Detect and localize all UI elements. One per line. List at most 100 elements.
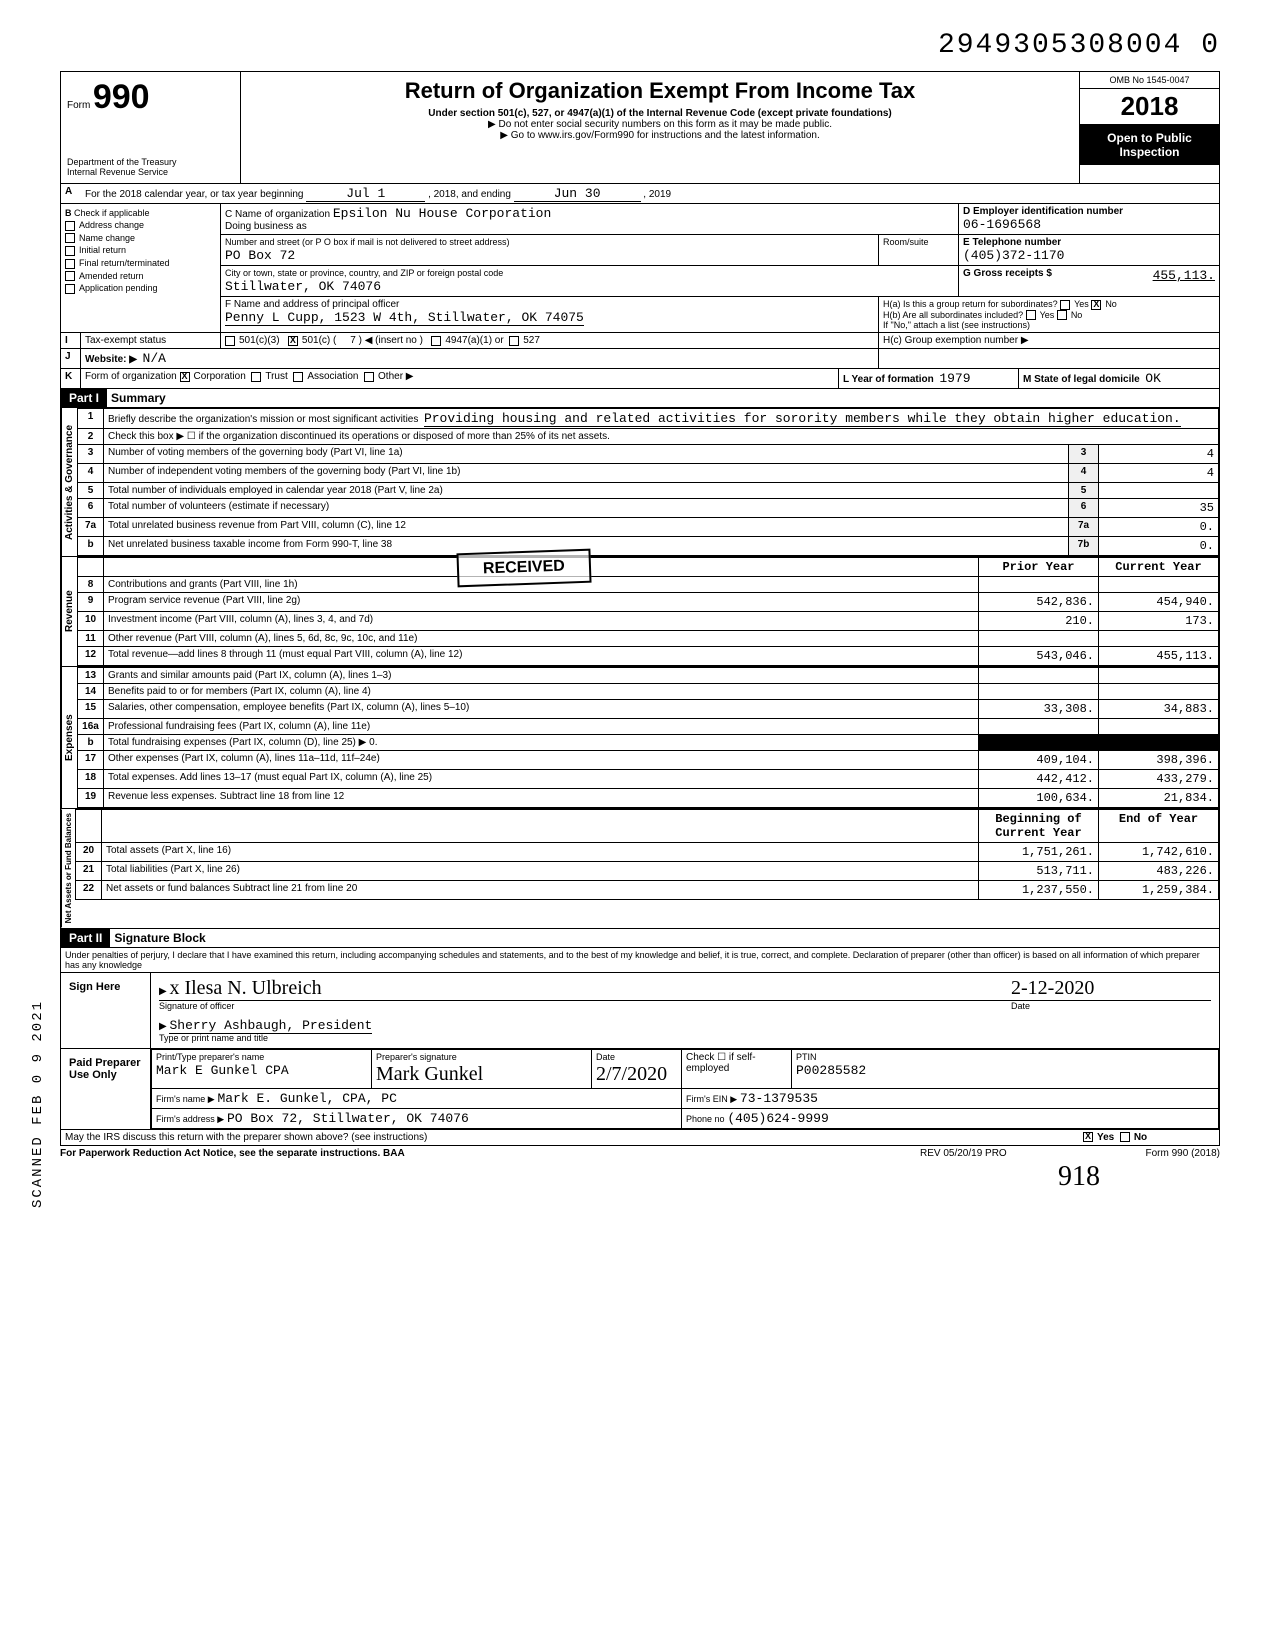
hb-yes[interactable]: Yes — [1040, 310, 1055, 320]
gov-row: bNet unrelated business taxable income f… — [78, 537, 1219, 556]
cb-amended-return[interactable]: Amended return — [65, 271, 216, 282]
firm-ein: 73-1379535 — [740, 1091, 818, 1106]
e-label: E Telephone number — [963, 237, 1061, 248]
gov-row: 5Total number of individuals employed in… — [78, 483, 1219, 499]
prep-sig-label: Preparer's signature — [376, 1052, 457, 1062]
discuss-no[interactable]: No — [1134, 1132, 1147, 1143]
phone-value: (405)372-1170 — [963, 248, 1064, 263]
line1-label: Briefly describe the organization's miss… — [108, 414, 418, 425]
cb-527[interactable]: 527 — [523, 335, 540, 346]
gov-row: 6Total number of volunteers (estimate if… — [78, 499, 1219, 518]
ha-no[interactable]: No — [1105, 299, 1117, 309]
form-title: Return of Organization Exempt From Incom… — [251, 78, 1069, 104]
room-label: Room/suite — [883, 237, 929, 247]
dba-label: Doing business as — [225, 221, 307, 232]
exp-row: 15Salaries, other compensation, employee… — [78, 700, 1219, 719]
exp-row: 13Grants and similar amounts paid (Part … — [78, 668, 1219, 684]
preparer-date: 2/7/2020 — [596, 1063, 667, 1085]
col-current: Current Year — [1099, 558, 1219, 577]
gov-row: 3Number of voting members of the governi… — [78, 445, 1219, 464]
received-stamp: RECEIVED — [456, 549, 591, 588]
hb-no[interactable]: No — [1071, 310, 1083, 320]
section-b: B Check if applicable Address change Nam… — [61, 204, 221, 332]
ein-value: 06-1696568 — [963, 217, 1041, 232]
hb-label: H(b) Are all subordinates included? — [883, 310, 1023, 320]
footer-left: For Paperwork Reduction Act Notice, see … — [60, 1148, 920, 1159]
g-label: G Gross receipts $ — [963, 268, 1052, 279]
discuss-text: May the IRS discuss this return with the… — [61, 1130, 1079, 1145]
ptin-label: PTIN — [796, 1052, 817, 1062]
rev-row: 12Total revenue—add lines 8 through 11 (… — [78, 647, 1219, 666]
cb-association[interactable]: Association — [307, 371, 358, 382]
open-public: Open to Public Inspection — [1080, 125, 1219, 165]
city-label: City or town, state or province, country… — [225, 268, 503, 278]
form-subtitle: Under section 501(c), 527, or 4947(a)(1)… — [251, 108, 1069, 119]
cb-application-pending[interactable]: Application pending — [65, 283, 216, 294]
cb-4947[interactable]: 4947(a)(1) or — [445, 335, 503, 346]
org-name: Epsilon Nu House Corporation — [333, 206, 551, 221]
exp-row: 14Benefits paid to or for members (Part … — [78, 684, 1219, 700]
firm-phone-label: Phone no — [686, 1114, 725, 1124]
section-expenses: Expenses — [61, 667, 77, 808]
cb-address-change[interactable]: Address change — [65, 220, 216, 231]
state-domicile: OK — [1145, 371, 1161, 386]
scanned-stamp: SCANNED FEB 0 9 2021 — [30, 1000, 46, 1208]
cb-trust[interactable]: Trust — [265, 371, 287, 382]
cb-final-return[interactable]: Final return/terminated — [65, 258, 216, 269]
part2-label: Part II — [61, 929, 110, 947]
cb-initial-return[interactable]: Initial return — [65, 245, 216, 256]
exp-row: 19Revenue less expenses. Subtract line 1… — [78, 789, 1219, 808]
date-label: Date — [1011, 1001, 1030, 1011]
form-year: 2018 — [1080, 89, 1219, 125]
firm-name-label: Firm's name ▶ — [156, 1094, 215, 1104]
firm-addr-label: Firm's address ▶ — [156, 1114, 224, 1124]
i-label: Tax-exempt status — [81, 333, 221, 348]
perjury-text: Under penalties of perjury, I declare th… — [61, 948, 1219, 972]
cb-name-change[interactable]: Name change — [65, 233, 216, 244]
net-row: 22Net assets or fund balances Subtract l… — [76, 881, 1219, 900]
part1-title: Summary — [107, 389, 170, 407]
discuss-yes[interactable]: Yes — [1097, 1132, 1114, 1143]
form-header: Form 990 Department of the Treasury Inte… — [60, 71, 1220, 184]
m-label: M State of legal domicile — [1023, 374, 1140, 385]
c-label: C Name of organization — [225, 209, 330, 220]
cb-501c3[interactable]: 501(c)(3) — [239, 335, 280, 346]
k-label: Form of organization — [85, 371, 177, 382]
d-label: D Employer identification number — [963, 206, 1123, 217]
firm-phone: (405)624-9999 — [727, 1111, 828, 1126]
form-note2: ▶ Go to www.irs.gov/Form990 for instruct… — [251, 130, 1069, 141]
b-title: Check if applicable — [74, 208, 150, 218]
line2-text: Check this box ▶ ☐ if the organization d… — [104, 429, 1219, 445]
year-end: Jun 30 — [514, 186, 641, 202]
gov-row: 7aTotal unrelated business revenue from … — [78, 518, 1219, 537]
website-value: N/A — [143, 351, 166, 366]
cb-other[interactable]: Other ▶ — [378, 371, 413, 382]
col-prior: Prior Year — [979, 558, 1099, 577]
year-begin: Jul 1 — [306, 186, 425, 202]
line-a-mid: , 2018, and ending — [428, 189, 511, 200]
prep-date-label: Date — [596, 1052, 615, 1062]
city-value: Stillwater, OK 74076 — [225, 279, 381, 294]
document-number: 2949305308004 0 — [60, 30, 1220, 61]
rev-row: 10Investment income (Part VIII, column (… — [78, 612, 1219, 631]
col-end: End of Year — [1099, 810, 1219, 843]
net-row: 20Total assets (Part X, line 16)1,751,26… — [76, 843, 1219, 862]
form-word: Form — [67, 100, 90, 111]
ha-label: H(a) Is this a group return for subordin… — [883, 299, 1058, 309]
f-label: F Name and address of principal officer — [225, 299, 399, 310]
line-a-label: A — [61, 184, 81, 203]
ha-yes[interactable]: Yes — [1074, 299, 1089, 309]
cb-501c[interactable]: 501(c) ( — [302, 335, 336, 346]
cb-corporation[interactable]: Corporation — [194, 371, 246, 382]
exp-row: 17Other expenses (Part IX, column (A), l… — [78, 751, 1219, 770]
section-net-assets: Net Assets or Fund Balances — [61, 809, 75, 927]
dept-line: Department of the Treasury Internal Reve… — [67, 157, 234, 177]
officer-signature: x Ilesa N. Ulbreich — [169, 977, 321, 999]
sig-label: Signature of officer — [159, 1001, 234, 1011]
l-label: L Year of formation — [843, 374, 934, 385]
sign-here-label: Sign Here — [61, 973, 151, 1048]
part1-label: Part I — [61, 389, 107, 407]
officer-name: Sherry Ashbaugh, President — [169, 1018, 372, 1034]
exp-row: 18Total expenses. Add lines 13–17 (must … — [78, 770, 1219, 789]
ptin-value: P00285582 — [796, 1063, 866, 1078]
